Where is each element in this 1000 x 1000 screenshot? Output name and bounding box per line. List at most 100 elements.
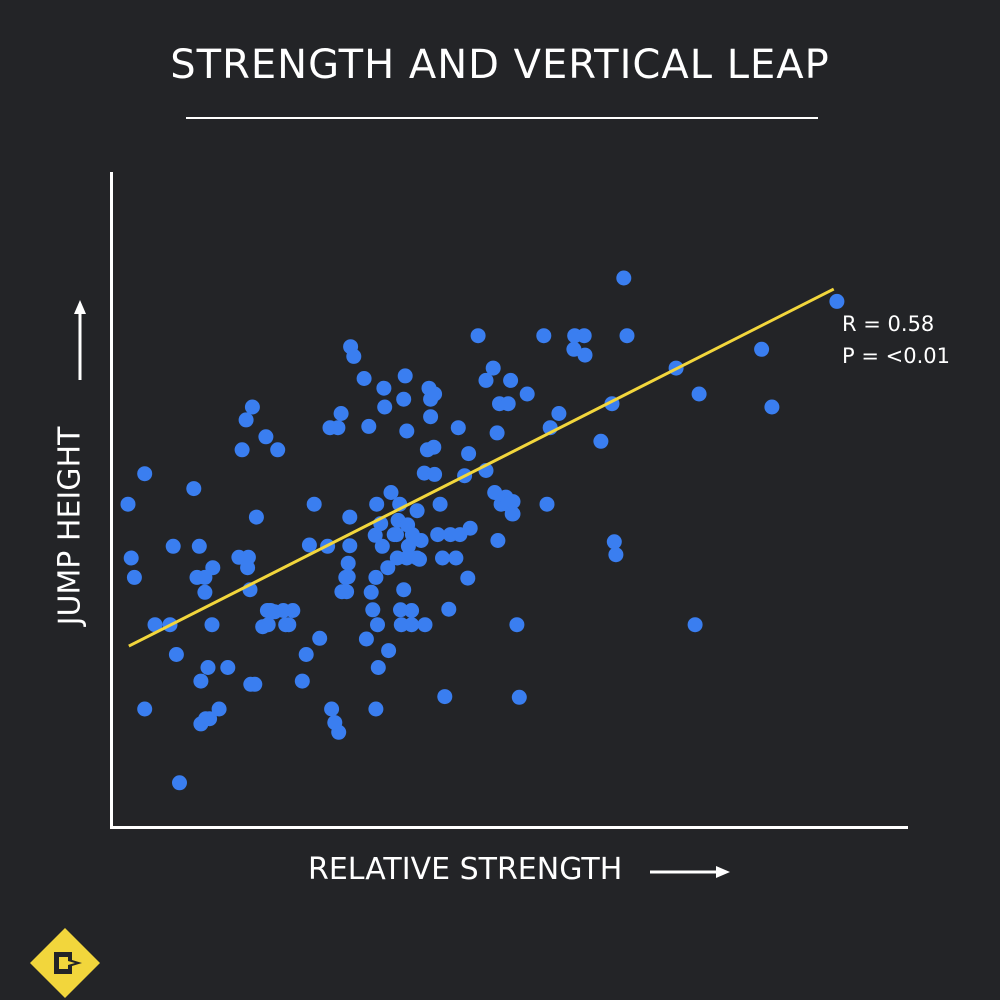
data-point	[205, 560, 221, 576]
data-point	[248, 509, 264, 525]
data-point	[234, 442, 250, 458]
data-point	[377, 399, 393, 415]
data-point	[342, 538, 358, 554]
data-point	[430, 527, 446, 543]
data-point	[211, 701, 227, 717]
stats-annotation: R = 0.58 P = <0.01	[842, 308, 950, 372]
points-layer	[120, 270, 845, 791]
data-point	[240, 549, 256, 565]
x-axis-line	[110, 826, 908, 829]
data-point	[404, 603, 420, 618]
data-point	[340, 569, 356, 585]
data-point	[120, 496, 136, 512]
data-point	[829, 293, 845, 309]
data-point	[301, 537, 317, 553]
data-point	[412, 551, 427, 567]
data-point	[165, 538, 181, 554]
data-point	[619, 328, 635, 344]
data-point	[519, 386, 535, 402]
data-point	[764, 399, 780, 415]
data-point	[147, 617, 163, 633]
data-point	[399, 550, 415, 566]
data-point	[409, 503, 425, 519]
data-point	[244, 399, 260, 415]
data-point	[450, 420, 466, 436]
data-point	[137, 701, 153, 717]
data-point	[374, 538, 390, 554]
data-point	[270, 442, 286, 458]
data-point	[460, 570, 476, 586]
data-point	[435, 550, 450, 566]
data-point	[281, 617, 297, 633]
data-point	[339, 584, 355, 600]
data-point	[358, 631, 374, 647]
data-point	[505, 494, 521, 510]
data-point	[376, 380, 392, 396]
data-point	[393, 617, 409, 633]
chart-title: STRENGTH AND VERTICAL LEAP	[170, 42, 830, 88]
data-point	[489, 425, 505, 441]
up-arrow-icon	[74, 300, 86, 380]
data-point	[504, 506, 520, 522]
data-point	[417, 617, 433, 633]
diamond-logo-icon	[30, 928, 100, 998]
right-arrow-icon	[650, 866, 730, 878]
data-point	[539, 496, 555, 512]
data-point	[324, 701, 340, 717]
data-point	[137, 466, 153, 482]
data-point	[577, 347, 593, 363]
data-point	[536, 328, 552, 344]
data-point	[400, 538, 416, 554]
data-point	[576, 328, 592, 344]
data-point	[380, 560, 396, 576]
data-point	[461, 446, 477, 462]
data-point	[258, 429, 274, 445]
data-point	[342, 509, 358, 525]
data-point	[754, 341, 770, 357]
data-point	[566, 341, 582, 357]
data-point	[340, 555, 356, 571]
data-point	[381, 643, 397, 659]
data-point	[608, 547, 624, 563]
y-axis-label: JUMP HEIGHT	[52, 426, 88, 626]
data-point	[123, 550, 139, 566]
data-point	[413, 533, 429, 548]
data-point	[393, 602, 408, 618]
x-axis-label: RELATIVE STRENGTH	[308, 852, 623, 887]
data-point	[687, 617, 703, 633]
data-point	[368, 701, 384, 717]
data-point	[197, 584, 213, 600]
data-point	[356, 371, 372, 386]
r-value-label: R = 0.58	[842, 312, 935, 336]
data-point	[426, 439, 442, 455]
data-point	[616, 270, 632, 286]
data-point	[186, 481, 202, 497]
data-point	[306, 496, 322, 512]
data-point	[437, 689, 453, 705]
data-point	[511, 689, 527, 705]
data-point	[448, 550, 464, 566]
data-point	[220, 660, 236, 675]
data-point	[333, 406, 349, 421]
data-point	[285, 603, 301, 618]
data-point	[368, 569, 384, 585]
data-point	[247, 676, 263, 692]
data-point	[191, 538, 207, 554]
data-point	[691, 386, 707, 402]
data-point	[500, 396, 516, 412]
data-point	[427, 386, 443, 402]
y-axis-line	[110, 172, 113, 829]
data-point	[503, 372, 519, 388]
data-point	[462, 520, 478, 536]
data-point	[399, 423, 415, 439]
data-point	[238, 412, 254, 428]
title-underline	[186, 117, 818, 119]
data-point	[367, 527, 383, 543]
data-point	[202, 711, 218, 727]
data-point	[383, 485, 399, 500]
data-point	[485, 360, 501, 376]
data-point	[427, 466, 443, 482]
trendline	[128, 287, 835, 648]
data-point	[396, 582, 412, 598]
